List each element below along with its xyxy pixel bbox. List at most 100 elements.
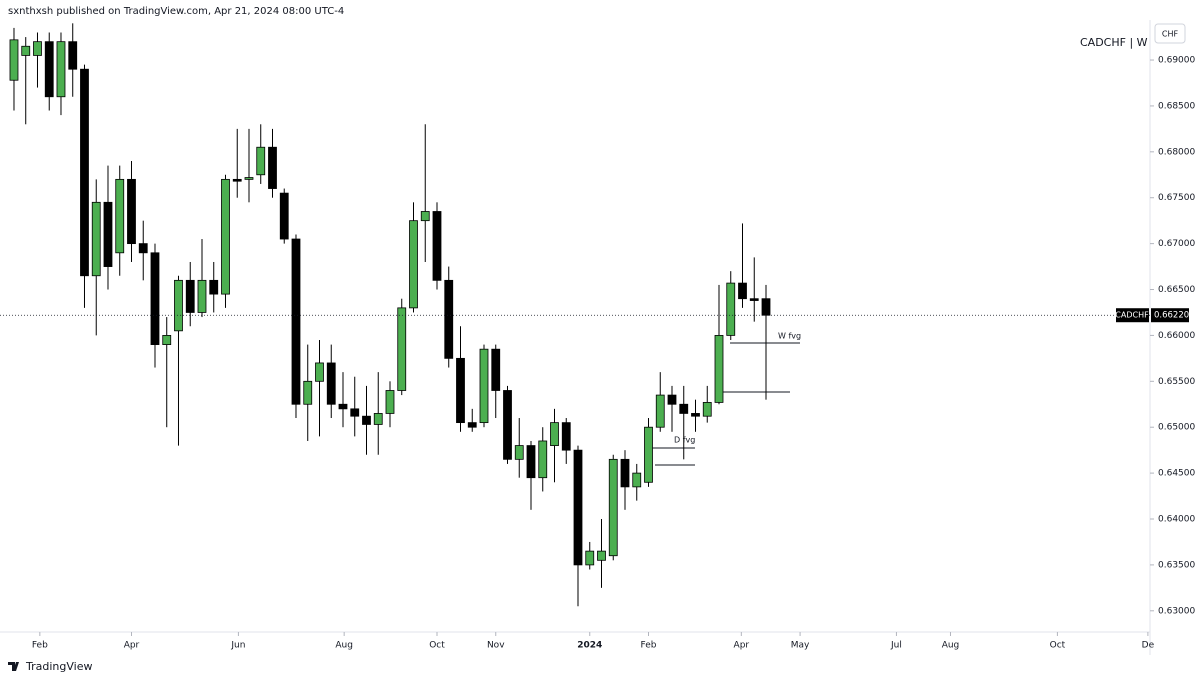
symbol-legend: CADCHF | W [1080,36,1148,49]
y-tick-label: 0.67000 [1158,239,1195,249]
y-tick-label: 0.66000 [1158,331,1195,341]
candle-up [56,41,66,98]
candle-up [162,335,172,345]
candle-up [373,413,383,425]
annotation: D fvg [674,436,695,445]
candle-down [103,201,113,267]
y-tick-label: 0.64500 [1158,469,1195,479]
candle-up [409,220,418,309]
x-tick-label: Feb [641,641,657,651]
last-price-label: 0.66220 [1154,311,1189,321]
candle-down [209,279,219,295]
y-tick-label: 0.68000 [1158,147,1195,157]
x-tick-label: Oct [429,641,445,651]
candle-down [491,348,501,391]
candle-down [444,279,454,359]
candle-down [667,394,677,405]
y-tick-label: 0.64000 [1158,515,1195,525]
logo: TradingView [25,660,92,673]
candle-up [9,39,19,81]
candle-down [44,41,54,98]
candle-up [91,201,101,277]
y-tick-label: 0.63500 [1158,560,1195,570]
candle-up [644,426,653,483]
currency-label[interactable]: CHF [1162,30,1179,39]
y-tick-label: 0.63000 [1158,606,1195,616]
candle-down [526,445,536,479]
candle-down [620,458,630,488]
candle-down [185,279,195,313]
candle-up [714,335,724,403]
candle-up [585,550,595,566]
candle-down [761,298,771,316]
candle-down [127,178,136,245]
x-tick-label: Feb [32,641,48,651]
candle-up [597,550,606,561]
candle-up [550,422,559,446]
candle-up [197,279,207,313]
candle-down [362,415,371,425]
x-tick-label: De [1142,641,1155,651]
candle-down [68,41,78,70]
candle-down [268,146,277,189]
candle-up [385,390,395,414]
candle-up [514,445,524,460]
candle-down [350,408,360,417]
candle-down [573,449,583,566]
candle-down [561,422,571,451]
candle-up [221,178,230,295]
candle-up [303,380,313,405]
candle-down [232,178,242,182]
x-tick-label: Apr [124,641,140,651]
annotation: W fvg [778,332,801,341]
logo-mark [8,662,19,671]
y-tick-label: 0.67500 [1158,193,1195,203]
candle-up [33,41,42,56]
header-title: sxnthxsh published on TradingView.com, A… [8,6,344,17]
candle-up [655,394,665,428]
candle-down [138,243,148,254]
candle-up [538,440,548,479]
candle-down [467,422,477,428]
x-tick-label: May [791,641,810,651]
candle-up [726,282,736,336]
y-tick-label: 0.66500 [1158,285,1195,295]
y-tick-label: 0.68500 [1158,101,1195,111]
x-tick-label: 2024 [577,641,602,651]
candle-up [315,362,324,382]
x-tick-label: Jul [890,641,902,651]
x-tick-label: Oct [1050,641,1066,651]
candle-down [279,192,289,240]
candle-up [632,472,642,488]
candle-down [326,362,336,405]
x-tick-label: Aug [942,641,960,651]
x-tick-label: Jun [230,641,245,651]
candle-up [21,45,31,56]
x-tick-label: Nov [487,641,505,651]
candle-down [679,403,689,414]
x-tick-label: Apr [734,641,750,651]
candle-down [738,282,747,300]
candle-up [702,402,712,417]
brand: TradingView [25,660,92,673]
candle-down [291,238,301,405]
y-tick-label: 0.69000 [1158,56,1195,66]
candle-down [749,298,759,301]
symbol-label: CADCHF [1115,311,1149,320]
candle-up [479,348,489,424]
y-tick-label: 0.65000 [1158,423,1195,433]
candle-down [80,68,89,277]
candle-up [397,307,407,391]
candle-down [432,211,442,281]
candle-up [174,279,183,332]
x-tick-label: Aug [335,641,353,651]
candle-down [691,413,700,417]
candle-up [115,178,125,254]
candle-down [503,390,512,460]
candle-down [150,252,160,345]
candle-up [608,458,618,557]
currency-box[interactable] [1154,23,1186,44]
candle-up [420,211,430,222]
candle-up [244,177,254,180]
